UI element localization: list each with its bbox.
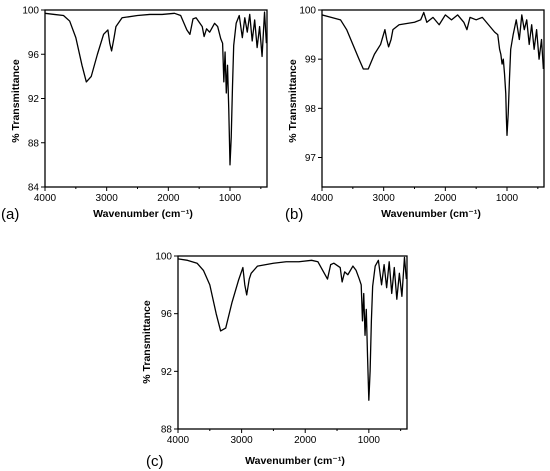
panel-b-x-tick-label: 1000 <box>496 193 519 204</box>
panel-b-frame <box>321 9 545 188</box>
panel-a-x-tick-label: 4000 <box>34 193 57 204</box>
panel-b-spectrum-line <box>322 11 544 137</box>
panel-b-y-tick-label: 99 <box>305 55 317 66</box>
panel-b-ylabel: % Transmittance <box>287 59 299 143</box>
panel-c: 4000 3000 2000 1000 88 92 96 100 % Transmittanc… <box>141 252 408 470</box>
panel-a-frame <box>44 9 268 188</box>
panel-c-x-tick-label: 2000 <box>294 435 317 446</box>
panel-c-spectrum-line <box>178 256 407 401</box>
panel-b-y-tick-label: 100 <box>299 6 316 17</box>
panel-a-label: (a) <box>1 206 19 223</box>
panel-c-plot-area: 4000 3000 2000 1000 88 92 96 100 <box>155 252 408 446</box>
panel-c-ylabel: % Transmittance <box>141 300 153 384</box>
panel-a: 4000 3000 2000 1000 84 88 92 96 100 % Transmitta… <box>1 6 268 223</box>
panel-c-y-tick-label: 92 <box>161 367 173 378</box>
panel-c-x-tick-label: 3000 <box>230 435 253 446</box>
panel-a-ylabel: % Transmittance <box>10 59 22 143</box>
panel-a-y-tick-label: 88 <box>28 138 40 149</box>
panel-b-label: (b) <box>285 206 303 223</box>
panel-a-y-tick-label: 92 <box>28 94 40 105</box>
panel-b-x-tick-label: 4000 <box>311 193 334 204</box>
panel-b-y-tick-label: 97 <box>305 153 317 164</box>
panel-a-spectrum-line <box>45 11 267 166</box>
panel-a-y-tick-label: 100 <box>22 6 39 17</box>
panel-b-plot-area: 4000 3000 2000 1000 97 98 99 100 <box>299 6 545 204</box>
panel-c-xlabel: Wavenumber (cm⁻¹) <box>245 455 345 467</box>
panel-a-plot-area: 4000 3000 2000 1000 84 88 92 96 100 <box>22 6 268 204</box>
panel-c-label: (c) <box>146 453 164 470</box>
panel-a-y-tick-label: 84 <box>28 183 40 194</box>
panel-c-x-tick-label: 1000 <box>358 435 381 446</box>
panel-b-xlabel: Wavenumber (cm⁻¹) <box>381 208 481 220</box>
panel-c-y-tick-label: 96 <box>161 309 173 320</box>
panel-b-x-tick-label: 2000 <box>434 193 457 204</box>
panel-b-x-tick-label: 3000 <box>373 193 396 204</box>
panel-c-y-tick-label: 88 <box>161 425 173 436</box>
panel-a-x-tick-label: 1000 <box>219 193 242 204</box>
panel-c-frame <box>177 255 408 430</box>
panel-b-y-tick-label: 98 <box>305 104 317 115</box>
panel-a-y-tick-label: 96 <box>28 50 40 61</box>
panel-a-xlabel: Wavenumber (cm⁻¹) <box>93 208 193 220</box>
panel-a-x-tick-label: 2000 <box>157 193 180 204</box>
panel-a-x-tick-label: 3000 <box>96 193 119 204</box>
panel-c-y-tick-label: 100 <box>155 252 172 263</box>
panel-b: 4000 3000 2000 1000 97 98 99 100 % Transmittanc… <box>285 6 545 223</box>
panel-c-x-tick-label: 4000 <box>167 435 190 446</box>
